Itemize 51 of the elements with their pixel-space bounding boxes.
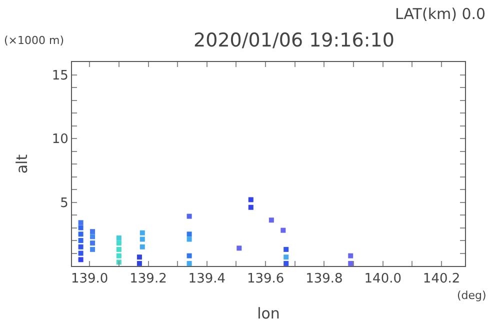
point	[116, 240, 122, 246]
point	[90, 240, 96, 246]
x-tick-label: 140.2	[422, 272, 460, 287]
y-tick-label: 5	[60, 196, 68, 211]
point	[90, 229, 96, 234]
point	[284, 246, 289, 252]
point	[140, 236, 145, 242]
point	[140, 244, 145, 250]
point	[78, 220, 84, 226]
point	[284, 260, 289, 266]
x-tick-label: 140.0	[364, 272, 402, 287]
x-tick-label: 139.2	[130, 272, 167, 287]
point	[90, 246, 96, 252]
x-tick-label: 139.0	[70, 272, 108, 287]
x-axis-title: lon	[257, 304, 280, 323]
point	[186, 236, 192, 242]
text: (deg)	[457, 289, 486, 302]
point	[116, 235, 122, 240]
y-tick-label: 15	[52, 68, 68, 84]
point	[280, 228, 286, 233]
point	[78, 250, 84, 256]
point	[140, 230, 145, 236]
point	[78, 238, 84, 243]
point	[348, 260, 354, 266]
x-tick-label: 139.8	[306, 272, 343, 287]
x-tick-label: 139.4	[188, 272, 226, 287]
point	[116, 253, 122, 258]
x-tick-label: 139.6	[246, 272, 284, 287]
point	[116, 246, 122, 252]
point	[186, 253, 192, 258]
point	[78, 225, 84, 230]
point	[248, 197, 254, 202]
point	[186, 214, 192, 219]
y-tick-label: 10	[52, 132, 68, 148]
text: LAT(km) 0.0	[395, 5, 486, 23]
point	[78, 244, 84, 250]
point	[136, 254, 142, 260]
y-axis-title: alt	[13, 154, 32, 174]
text: (×1000 m)	[4, 34, 64, 47]
point	[268, 218, 274, 223]
point	[248, 204, 254, 210]
point	[90, 234, 96, 240]
point	[78, 257, 84, 262]
point	[186, 232, 192, 237]
point	[136, 260, 142, 266]
chart-title: 2020/01/06 19:16:10	[194, 29, 394, 52]
point	[186, 260, 192, 266]
point	[236, 246, 242, 251]
point	[78, 232, 84, 237]
point	[284, 254, 289, 260]
point	[348, 253, 354, 258]
